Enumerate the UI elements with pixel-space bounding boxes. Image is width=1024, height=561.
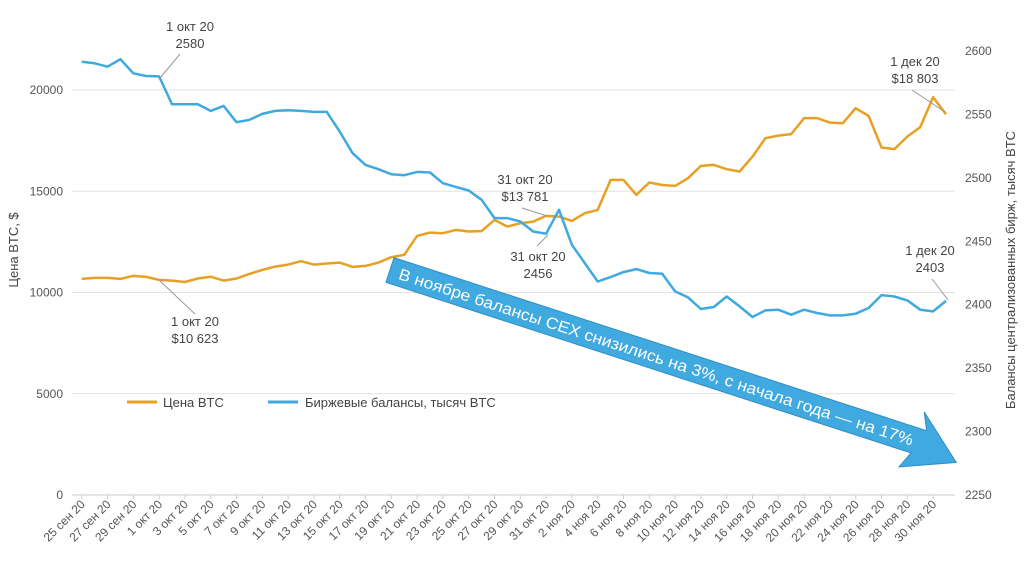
annotation-date: 1 дек 20	[890, 54, 939, 69]
y-tick-label: 15000	[30, 184, 64, 198]
y-axis-right: 2250 2300 2350 2400 2450 2500 2550 2600	[965, 44, 992, 502]
annotation-date: 1 окт 20	[171, 314, 219, 329]
y2-tick-label: 2600	[965, 44, 992, 58]
price-line	[81, 95, 947, 284]
gridlines	[72, 89, 955, 496]
y-tick-label: 5000	[36, 387, 63, 401]
arrow-text: В ноябре балансы CEX снизились на 3%, с …	[396, 266, 915, 449]
balance-line	[81, 57, 947, 319]
y2-tick-label: 2500	[965, 171, 992, 185]
annotation-value: $18 803	[892, 71, 939, 86]
y2-axis-title: Балансы централизованных бирж, тысяч BTC	[1003, 131, 1018, 409]
annotation-date: 31 окт 20	[497, 172, 552, 187]
y-axis-left: 0 5000 10000 15000 20000	[30, 83, 64, 502]
arrow-shape	[385, 257, 958, 468]
annotation-leader	[159, 280, 196, 315]
y2-tick-label: 2400	[965, 298, 992, 312]
y2-tick-label: 2350	[965, 361, 992, 375]
annotation-leader	[521, 207, 548, 217]
y-tick-label: 20000	[30, 83, 64, 97]
annotation-value: $10 623	[172, 331, 219, 346]
y2-tick-label: 2550	[965, 107, 992, 121]
annotation-value: 2580	[176, 36, 205, 51]
y-axis-title: Цена BTC, $	[6, 212, 21, 288]
annotation-value: $13 781	[502, 189, 549, 204]
y-tick-label: 0	[56, 488, 63, 502]
y-tick-label: 10000	[30, 286, 64, 300]
annotation-value: 2456	[524, 266, 553, 281]
y2-tick-label: 2250	[965, 488, 992, 502]
legend-label-balance: Биржевые балансы, тысяч BTC	[305, 395, 496, 410]
annotation-date: 1 дек 20	[905, 243, 954, 258]
trend-arrow: В ноябре балансы CEX снизились на 3%, с …	[385, 257, 958, 468]
annotations: 1 окт 20 2580 1 окт 20 $10 623 31 окт 20 $13 …	[159, 19, 955, 346]
annotation-date: 31 окт 20	[510, 249, 565, 264]
annotation-leader	[159, 53, 181, 79]
annotation-leader	[931, 278, 949, 301]
legend-label-price: Цена BTC	[163, 395, 224, 410]
series-lines	[81, 57, 947, 319]
annotation-leader	[911, 89, 946, 113]
y2-tick-label: 2300	[965, 425, 992, 439]
annotation-date: 1 окт 20	[166, 19, 214, 34]
legend: Цена BTC Биржевые балансы, тысяч BTC	[127, 395, 496, 410]
y2-tick-label: 2450	[965, 234, 992, 248]
annotation-value: 2403	[916, 260, 945, 275]
annotation-leader	[536, 234, 549, 247]
